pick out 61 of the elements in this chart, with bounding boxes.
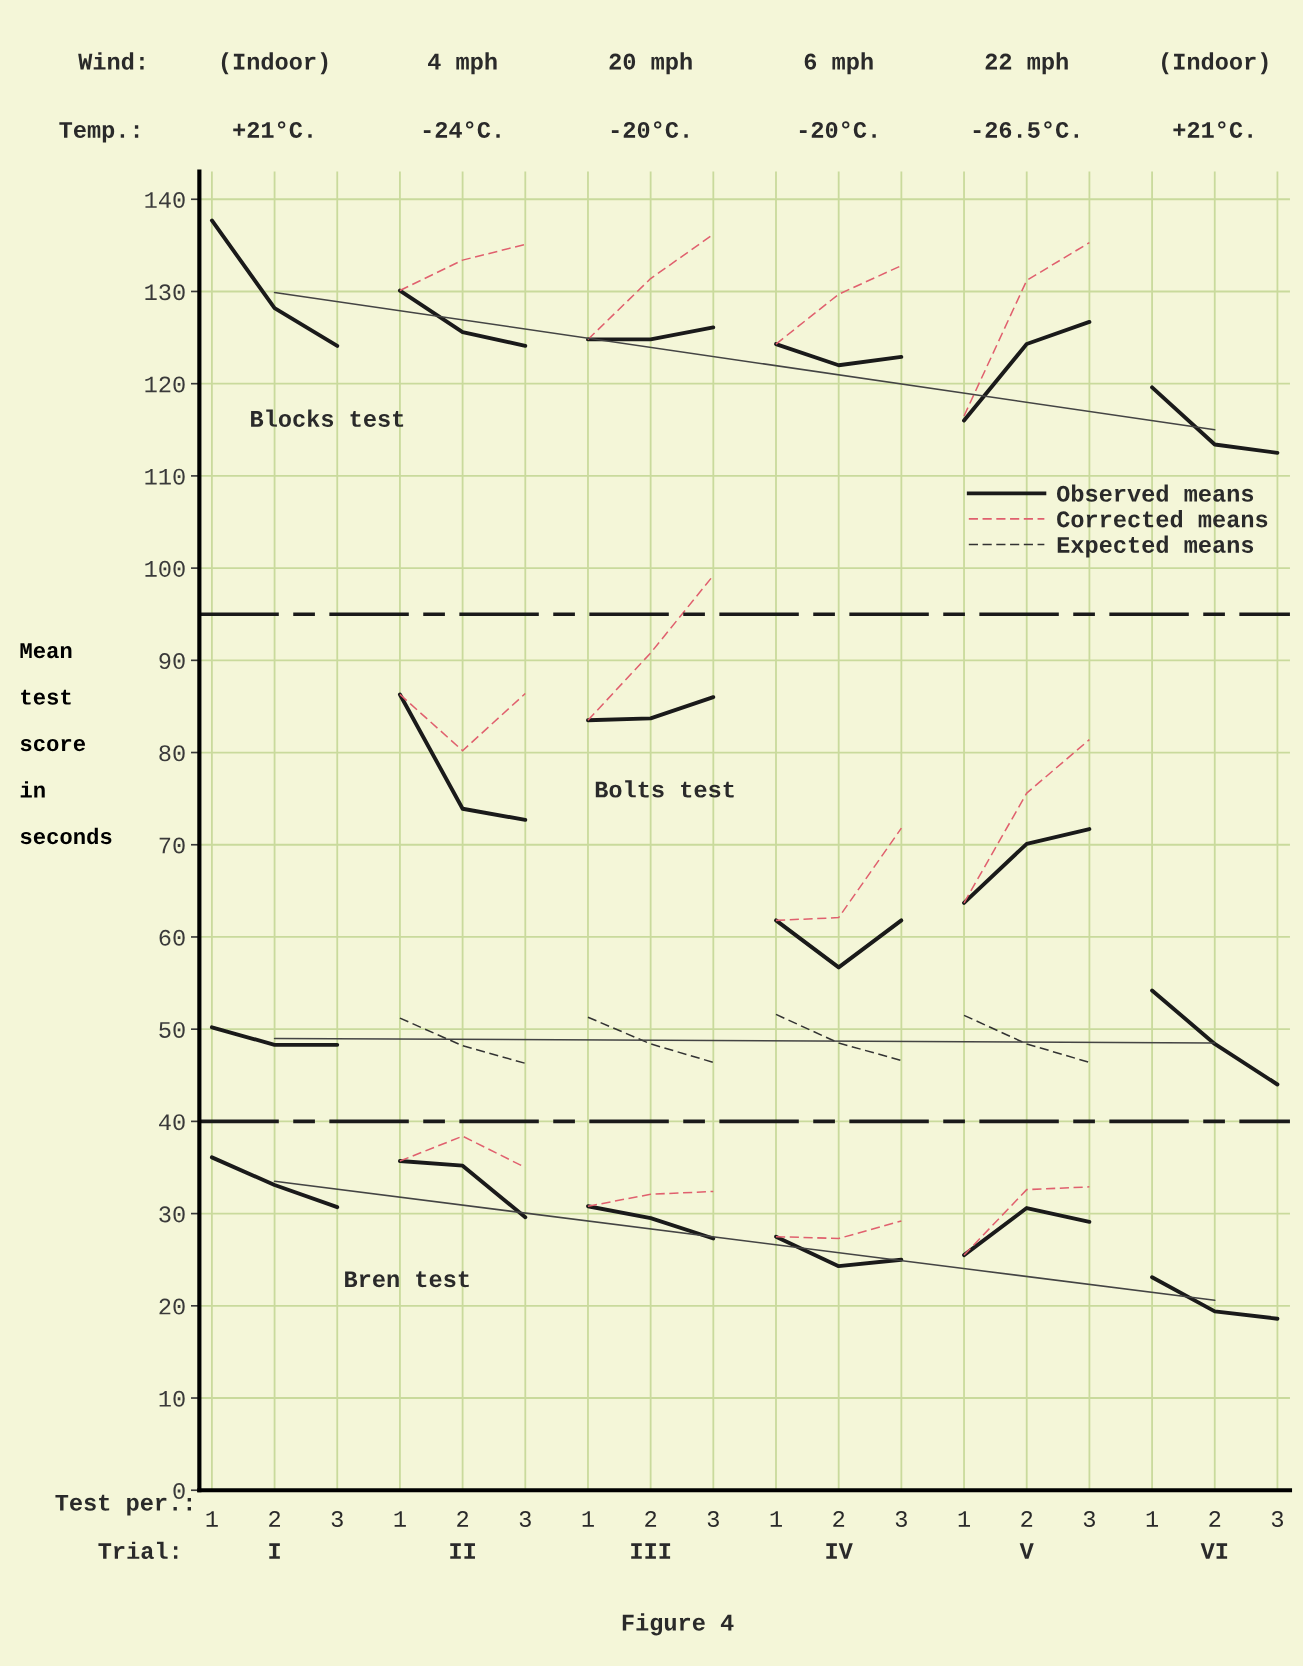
y-tick-label: 80 (159, 745, 185, 762)
text: III (631, 1543, 671, 1559)
text: +21°C. (233, 121, 312, 138)
y-tick-label: 20 (159, 1298, 185, 1315)
x-tick-label: 2 (1209, 1511, 1221, 1527)
text: 22 mph (985, 52, 1068, 75)
x-tick-label: 3 (895, 1511, 907, 1528)
y-tick-label: 90 (159, 653, 185, 670)
x-tick-label: 1 (206, 1511, 218, 1527)
text: V (1019, 1543, 1034, 1559)
x-tick-label: 1 (958, 1511, 970, 1527)
text: -24°C. (423, 121, 500, 138)
text: Mean test score in seconds (20, 643, 112, 845)
annotation: Bren test (345, 1271, 469, 1288)
y-tick-label: 140 (145, 192, 185, 209)
text: 20 mph (609, 52, 692, 75)
legend-label: Expected means (1057, 535, 1254, 558)
x-tick-label: 1 (1146, 1511, 1159, 1527)
text: VI (1200, 1543, 1228, 1559)
x-tick-label: 1 (770, 1511, 782, 1527)
legend-label: Observed means (1056, 484, 1254, 502)
y-tick-label: 60 (159, 929, 185, 946)
caption: Figure 4 (622, 1613, 734, 1636)
text: Temp.: (59, 122, 139, 143)
y-tick-label: 70 (159, 837, 185, 854)
x-tick-label: 2 (645, 1511, 657, 1527)
x-tick-label: 2 (457, 1511, 469, 1527)
x-tick-label: 2 (269, 1511, 280, 1527)
x-tick-label: 3 (331, 1511, 343, 1528)
x-tick-label: 3 (707, 1511, 719, 1528)
y-tick-label: 100 (145, 560, 185, 577)
text: +21°C. (1173, 121, 1252, 138)
text: -20°C. (799, 121, 876, 138)
text: -20°C. (611, 121, 688, 138)
text: (Indoor) (221, 52, 328, 75)
x-tick-label: 1 (394, 1511, 406, 1527)
y-tick-label: 110 (145, 468, 185, 485)
text: Trial: (98, 1541, 178, 1560)
x-tick-label: 2 (833, 1511, 845, 1527)
x-tick-label: 3 (1271, 1511, 1284, 1528)
y-tick-label: 30 (159, 1206, 185, 1223)
y-tick-label: 40 (159, 1114, 185, 1131)
text: -26.5°C. (973, 121, 1078, 138)
text: (Indoor) (1162, 52, 1268, 75)
text: 4 mph (428, 52, 497, 75)
x-tick-label: 2 (1021, 1511, 1033, 1527)
text: IV (826, 1543, 853, 1559)
y-tick-label: 130 (145, 284, 185, 301)
annotation: Bolts test (595, 780, 734, 798)
y-tick-label: 10 (159, 1390, 185, 1407)
legend-label: Corrected means (1057, 510, 1268, 528)
text: 6 mph (804, 52, 873, 75)
x-tick-label: 3 (519, 1511, 531, 1528)
annotation: Blocks test (251, 409, 404, 427)
x-tick-label: 1 (582, 1511, 594, 1527)
text: II (450, 1543, 475, 1559)
text: I (269, 1543, 280, 1559)
y-tick-label: 120 (145, 376, 185, 393)
text: Wind: (78, 52, 144, 70)
x-tick-label: 3 (1083, 1511, 1095, 1528)
y-tick-label: 50 (159, 1021, 185, 1038)
